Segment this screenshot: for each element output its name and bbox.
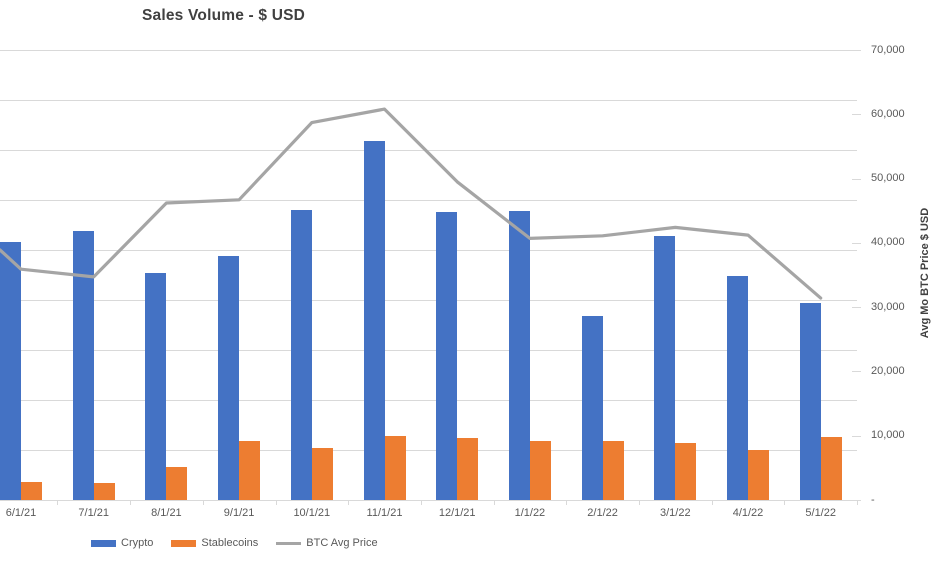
y-tick-mark	[852, 307, 861, 309]
y-tick-mark	[852, 178, 861, 180]
bar-stablecoins-5-1-22	[820, 437, 842, 500]
right-axis-title: Avg Mo BTC Price $ USD	[919, 207, 931, 339]
legend-item-btc-avg-price: BTC Avg Price	[276, 537, 378, 549]
x-tick-mark	[857, 500, 859, 505]
bar-crypto-6-1-21	[0, 241, 21, 500]
x-tick-mark	[639, 500, 640, 505]
y-tick-label: 30,000	[871, 300, 905, 313]
gridline	[0, 450, 857, 451]
y-tick-label: 20,000	[871, 364, 905, 377]
x-tick-mark	[493, 500, 495, 505]
x-tick-label: 3/1/22	[660, 507, 691, 519]
bar-crypto-8-1-21	[145, 273, 167, 500]
bar-crypto-4-1-22	[727, 275, 748, 500]
x-tick-label: 10/1/21	[293, 507, 331, 519]
x-tick-mark	[711, 500, 713, 505]
legend-item-stablecoins: Stablecoins	[171, 537, 258, 549]
x-tick-label: 1/1/22	[514, 507, 546, 519]
x-tick-label: 2/1/22	[587, 507, 618, 519]
x-tick-mark	[420, 500, 422, 505]
bar-stablecoins-6-1-21	[21, 482, 42, 500]
btc-avg-price-line	[0, 107, 823, 300]
legend-item-crypto: Crypto	[91, 537, 153, 549]
y-tick-mark	[852, 435, 861, 437]
bar-stablecoins-2-1-22	[602, 440, 624, 500]
bar-crypto-7-1-21	[72, 231, 94, 500]
stablecoins-swatch-icon	[171, 539, 197, 547]
gridline	[0, 150, 857, 151]
bar-crypto-11-1-21	[363, 140, 385, 500]
y-tick-label: -	[871, 493, 875, 506]
y-tick-label: 10,000	[871, 429, 905, 442]
bar-crypto-12-1-21	[436, 212, 458, 500]
legend-label-btc-avg-price: BTC Avg Price	[306, 537, 378, 549]
x-tick-label: 4/1/22	[732, 507, 764, 519]
gridline	[0, 200, 857, 201]
y-tick-mark	[852, 50, 861, 51]
bar-crypto-3-1-22	[654, 235, 676, 500]
bar-stablecoins-11-1-21	[384, 435, 406, 500]
bar-crypto-1-1-22	[508, 211, 530, 500]
bar-stablecoins-9-1-21	[239, 440, 261, 500]
bar-stablecoins-3-1-22	[675, 442, 697, 500]
legend-label-stablecoins: Stablecoins	[201, 537, 259, 549]
x-axis-line	[0, 500, 857, 501]
gridline	[0, 250, 857, 251]
x-tick-label: 11/1/21	[366, 507, 403, 519]
gridline	[0, 300, 857, 301]
btc-line-swatch-icon	[276, 541, 302, 545]
y-tick-label: 70,000	[871, 43, 905, 56]
y-tick-mark	[852, 242, 861, 244]
gridline	[0, 350, 857, 351]
bar-crypto-10-1-21	[290, 210, 312, 500]
y-tick-mark	[852, 114, 861, 116]
bar-stablecoins-1-1-22	[529, 440, 551, 500]
x-tick-mark	[57, 500, 59, 505]
bar-crypto-9-1-21	[218, 256, 240, 500]
x-tick-mark	[566, 500, 568, 505]
x-tick-mark	[784, 500, 786, 505]
gridline	[0, 400, 857, 401]
x-tick-mark	[275, 500, 277, 505]
y-tick-label: 50,000	[871, 172, 905, 185]
gridline	[0, 100, 857, 101]
bar-crypto-5-1-22	[799, 302, 821, 500]
x-tick-label: 7/1/21	[78, 507, 109, 519]
x-tick-mark	[202, 500, 204, 505]
x-tick-label: 8/1/21	[151, 507, 182, 519]
bar-stablecoins-10-1-21	[311, 447, 333, 500]
x-tick-label: 9/1/21	[223, 507, 255, 519]
crypto-swatch-icon	[91, 539, 116, 547]
x-tick-label: 5/1/22	[805, 507, 836, 519]
y-tick-label: 60,000	[871, 107, 905, 120]
y-tick-label: 40,000	[871, 236, 905, 249]
bar-crypto-2-1-22	[581, 316, 603, 500]
bar-stablecoins-12-1-21	[457, 437, 479, 500]
y-tick-mark	[852, 371, 861, 373]
bar-stablecoins-4-1-22	[748, 449, 769, 500]
x-tick-label: 12/1/21	[438, 507, 476, 519]
bar-stablecoins-7-1-21	[93, 482, 115, 500]
x-tick-mark	[348, 500, 350, 505]
legend: Crypto Stablecoins BTC Avg Price	[91, 537, 378, 549]
bar-stablecoins-8-1-21	[166, 466, 188, 500]
y-tick-mark	[852, 500, 861, 501]
x-tick-label: 6/1/21	[5, 507, 37, 519]
chart-title: Sales Volume - $ USD	[142, 7, 306, 24]
gridline	[0, 50, 857, 51]
legend-label-crypto: Crypto	[121, 537, 154, 549]
x-tick-mark	[130, 500, 132, 505]
